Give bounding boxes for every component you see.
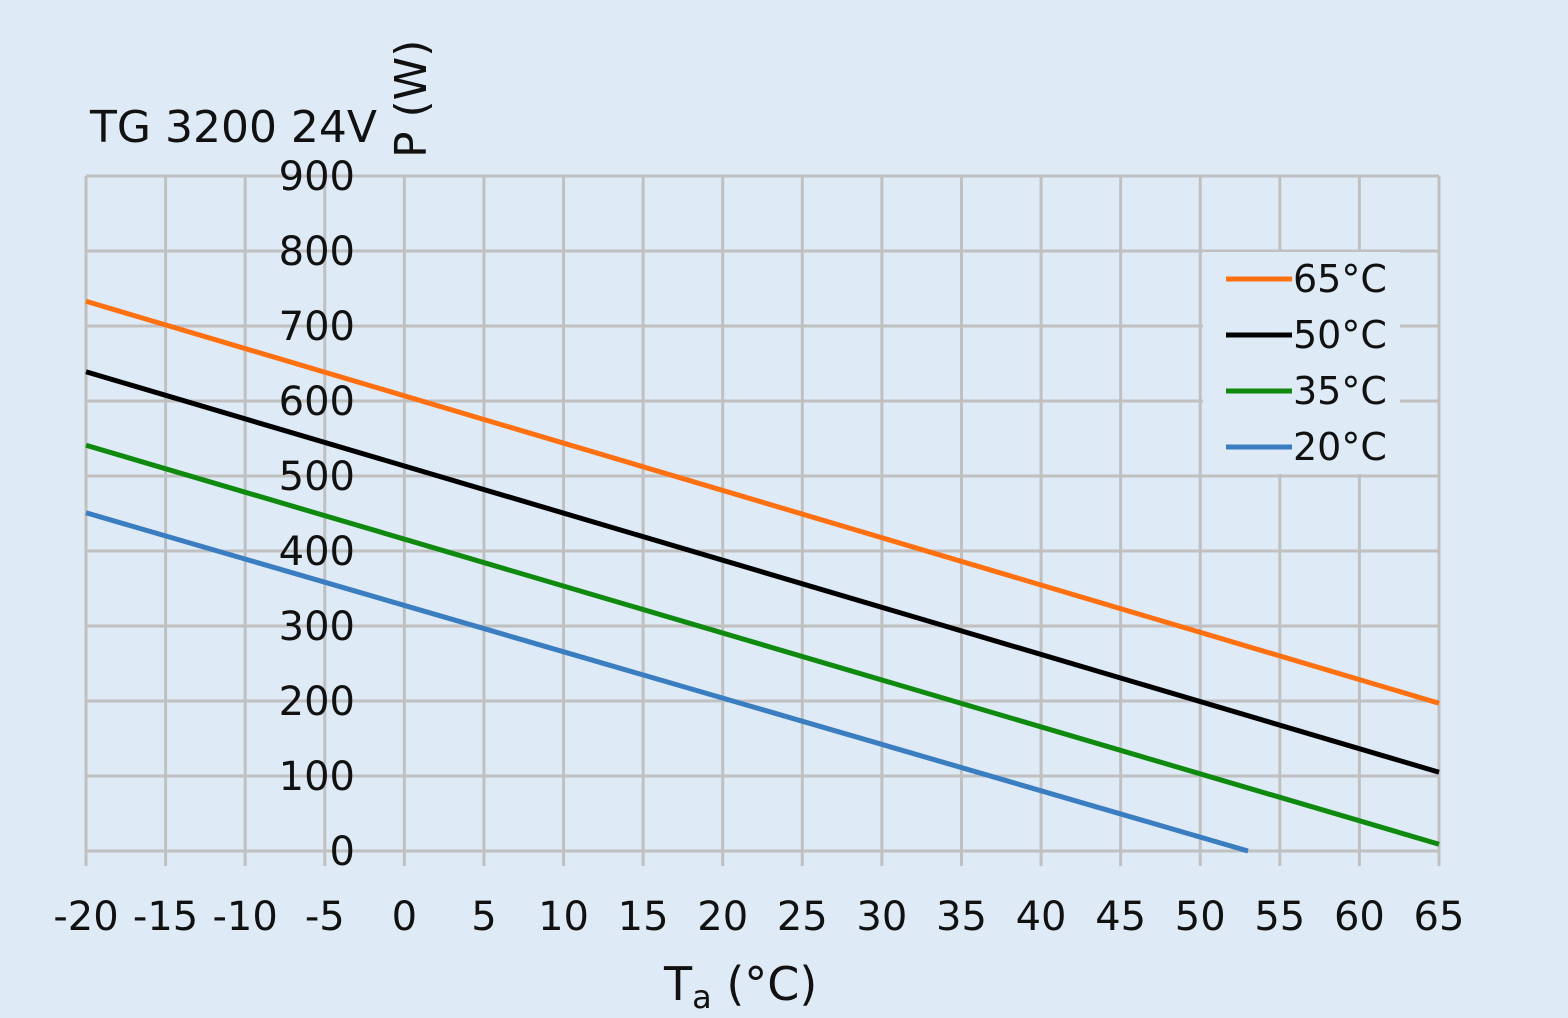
x-tick-label: 25 [777,894,828,940]
y-tick-label: 0 [330,829,355,875]
series-line-35°C [85,442,1440,847]
legend-label: 50°C [1293,313,1387,357]
x-tick-label: -15 [133,894,198,940]
legend: 65°C 50°C 35°C 20°C [1226,257,1387,469]
x-axis-label-main: T [663,957,693,1011]
x-tick-label: 5 [471,894,496,940]
y-tick-label: 200 [279,679,355,725]
y-tick-label: 400 [279,529,355,575]
y-axis-label: P (W) [386,40,437,158]
x-tick-label: 15 [618,894,669,940]
x-tick-label: 65 [1414,894,1465,940]
y-tick-label: 700 [279,304,355,350]
legend-label: 35°C [1293,369,1387,413]
x-tick-label: 30 [856,894,907,940]
x-tick-label: 55 [1254,894,1305,940]
x-axis-label: Ta (°C) [663,957,817,1016]
y-tick-label: 500 [279,454,355,500]
legend-label: 65°C [1293,257,1387,301]
y-tick-label: 900 [279,154,355,200]
x-tick-label: 45 [1095,894,1146,940]
x-tick-label: 40 [1016,894,1067,940]
x-tick-label: -10 [213,894,278,940]
y-tick-label: 800 [279,229,355,275]
x-tick-labels: -20 -15 -10 -5 0 5 10 15 20 25 30 35 40 45 50 55 60 65 [53,894,1464,940]
y-tick-labels: 0 100 200 300 400 500 600 700 800 900 [279,154,355,875]
x-axis-label-unit: (°C) [712,957,818,1011]
x-tick-label: 50 [1175,894,1226,940]
legend-box [1203,252,1400,474]
chart-title: TG 3200 24V [89,102,377,153]
x-axis-label-sub: a [692,978,712,1016]
series-lines [85,298,1440,854]
x-tick-label: 60 [1334,894,1385,940]
y-tick-label: 100 [279,754,355,800]
x-tick-label: 0 [392,894,417,940]
legend-background [1203,252,1400,474]
y-tick-label: 300 [279,604,355,650]
series-line-50°C [85,369,1440,775]
y-tick-label: 600 [279,379,355,425]
x-tick-label: 20 [697,894,748,940]
series-line-65°C [85,298,1440,706]
x-tick-label: 35 [936,894,987,940]
series-line-20°C [85,510,1249,854]
x-tick-label: -5 [305,894,345,940]
x-tick-label: 10 [538,894,589,940]
x-tick-label: -20 [53,894,118,940]
legend-label: 20°C [1293,425,1387,469]
